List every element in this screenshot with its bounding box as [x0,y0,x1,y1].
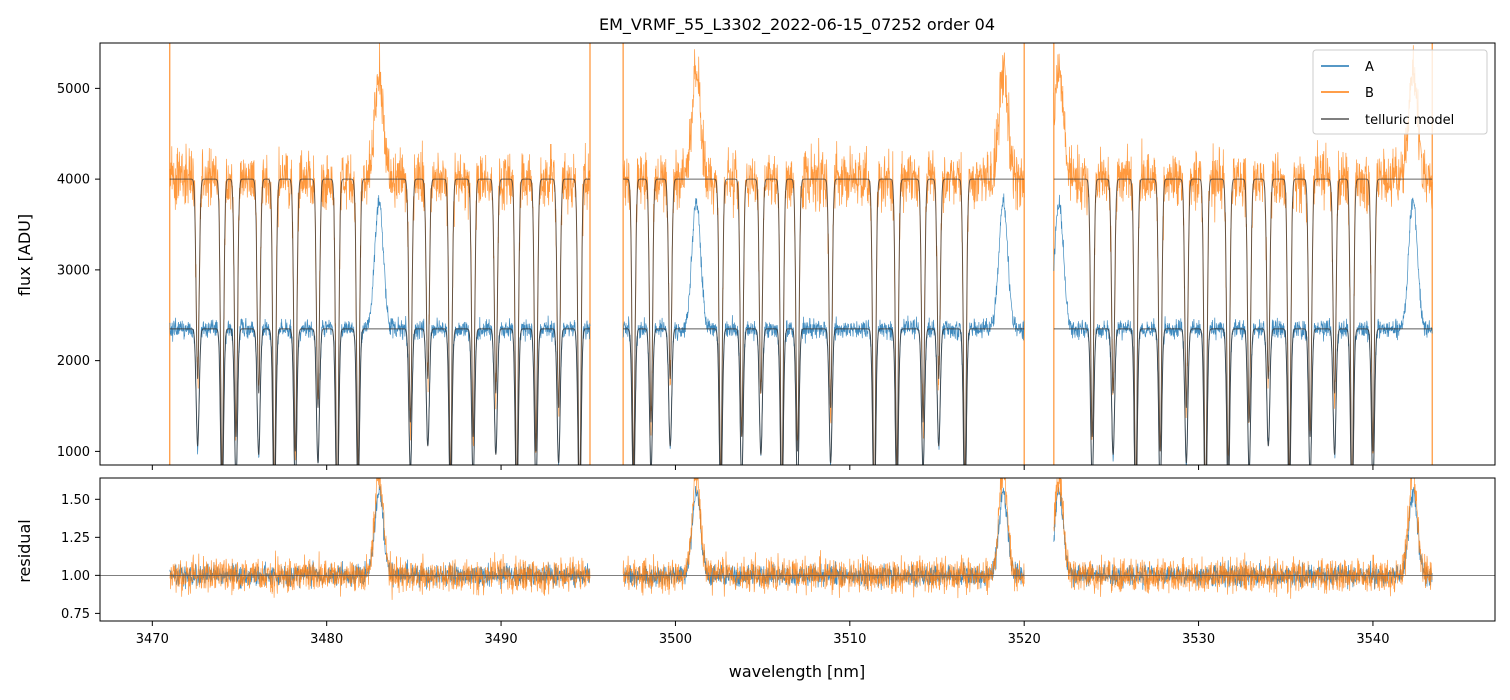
chart-title: EM_VRMF_55_L3302_2022-06-15_07252 order … [599,15,995,35]
main-y-tick-label: 5000 [57,82,90,97]
main-y-tick-label: 3000 [57,263,90,278]
x-tick-label: 3530 [1182,632,1215,647]
main-y-tick-label: 4000 [57,173,90,188]
residual-y-tick-label: 0.75 [61,607,90,622]
legend: A B telluric model [1312,49,1488,135]
x-tick-label: 3500 [659,632,692,647]
x-tick-label: 3540 [1356,632,1389,647]
telluric-model-trace-b [623,178,1025,465]
legend-label-a: A [1365,60,1374,75]
main-panel: 1000 2000 3000 4000 5000 flux [ADU] [15,42,1496,470]
main-plot-frame [99,42,1496,466]
telluric-model-trace-a [169,328,590,465]
residual-ticks: 3470 3480 3490 3500 3510 3520 3530 3540 0.75 1.00… [61,493,1389,647]
residual-panel: 3470 3480 3490 3500 3510 3520 3530 3540 0.75 1.00… [15,477,1496,681]
x-tick-label: 3470 [136,632,169,647]
series-b-trace [622,49,1025,465]
telluric-model-trace-a [623,328,1025,465]
telluric-model-trace-b [1053,178,1433,465]
residual-y-axis-label: residual [15,519,34,582]
residual-series-group [100,478,1495,600]
telluric-model-trace-b [169,178,590,465]
residual-y-tick-label: 1.00 [61,569,90,584]
residual-plot-background [100,478,1495,621]
legend-box [1312,49,1488,135]
x-tick-label: 3520 [1008,632,1041,647]
main-plot-background [100,43,1495,465]
main-y-tick-label: 2000 [57,354,90,369]
x-tick-label: 3510 [833,632,866,647]
residual-b-trace [1053,478,1433,599]
residual-y-tick-label: 1.25 [61,531,90,546]
main-ticks: 1000 2000 3000 4000 5000 [57,82,1374,470]
legend-label-b: B [1365,86,1374,101]
main-y-axis-label: flux [ADU] [15,214,34,296]
residual-y-tick-label: 1.50 [61,493,90,508]
series-a-trace [622,193,1025,465]
residual-plot-frame [99,477,1496,622]
residual-b-trace [622,478,1025,599]
main-y-tick-label: 1000 [57,445,90,460]
telluric-model-trace-a [1053,328,1433,465]
x-tick-label: 3480 [310,632,343,647]
x-tick-label: 3490 [485,632,518,647]
x-axis-label: wavelength [nm] [729,662,866,681]
legend-label-telluric: telluric model [1365,113,1454,128]
series-b-trace [1053,45,1433,465]
residual-b-trace [169,478,591,600]
